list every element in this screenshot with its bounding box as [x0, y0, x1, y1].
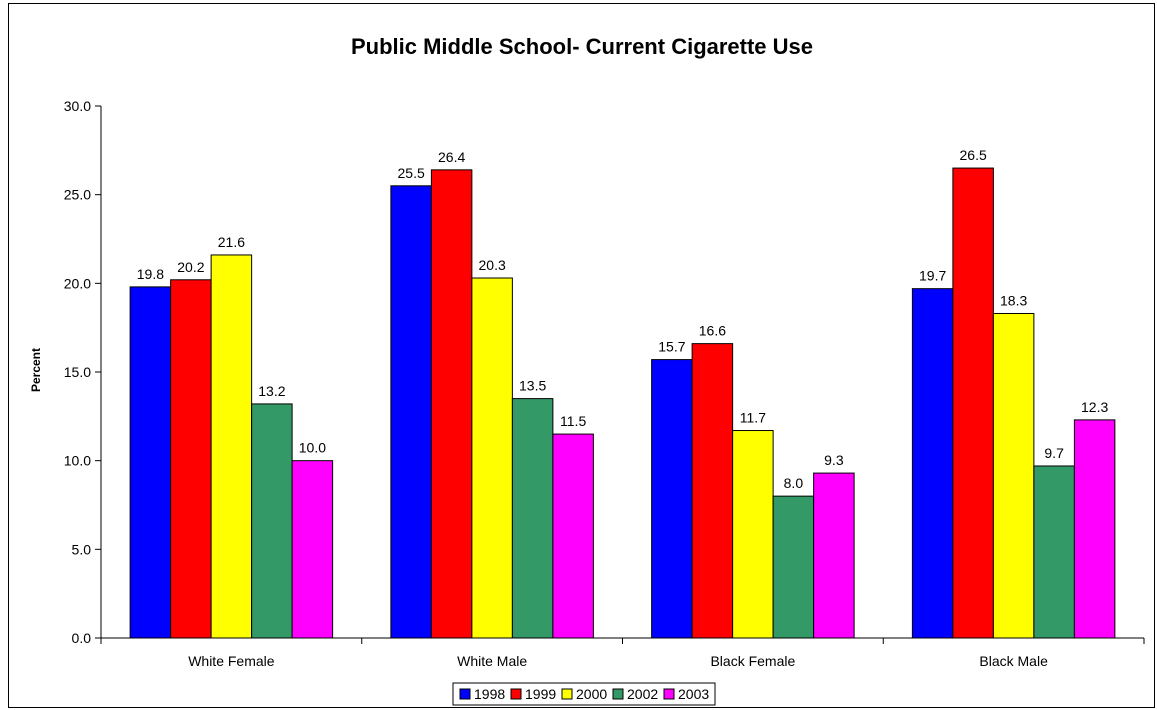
data-label: 19.7 — [919, 268, 946, 284]
data-label: 13.5 — [519, 378, 546, 394]
data-label: 11.5 — [560, 413, 586, 429]
y-tick-label: 0.0 — [72, 630, 92, 646]
data-label: 16.6 — [699, 323, 726, 339]
data-label: 8.0 — [784, 475, 804, 491]
y-tick-label: 30.0 — [64, 98, 91, 114]
bar-1998 — [651, 359, 693, 639]
data-label: 9.3 — [824, 452, 844, 468]
legend-swatch-1998 — [459, 688, 471, 700]
category-label: White Male — [457, 653, 527, 669]
data-label: 19.8 — [137, 266, 164, 282]
y-axis-label: Percent — [29, 348, 43, 392]
legend-swatch-2003 — [663, 688, 675, 700]
legend-label-2000: 2000 — [576, 686, 607, 702]
bar-2003 — [552, 433, 594, 639]
data-label: 15.7 — [658, 339, 685, 355]
data-label: 12.3 — [1081, 399, 1108, 415]
y-tick-label: 20.0 — [64, 275, 91, 291]
legend-swatch-1999 — [510, 688, 522, 700]
data-label: 25.5 — [398, 165, 425, 181]
legend-swatch-2002 — [612, 688, 624, 700]
data-label: 13.2 — [258, 383, 285, 399]
legend-label-1998: 1998 — [474, 686, 505, 702]
bar-2002 — [772, 495, 815, 639]
data-label: 26.4 — [438, 149, 465, 165]
legend-swatch-2000 — [561, 688, 573, 700]
legend-label-1999: 1999 — [525, 686, 556, 702]
bar-1999 — [952, 167, 994, 639]
category-label: Black Male — [979, 653, 1048, 669]
bar-1999 — [170, 279, 212, 639]
category-label: Black Female — [710, 653, 795, 669]
data-label: 9.7 — [1044, 445, 1064, 461]
bar-2003 — [291, 460, 334, 639]
y-tick-label: 25.0 — [64, 187, 91, 203]
category-label: White Female — [188, 653, 275, 669]
plot-area: 0.0 5.0 10.0 15.0 20.0 25.0 30.0 19.8 20.2 21.6 13… — [64, 98, 1145, 669]
data-label: 11.7 — [740, 410, 766, 426]
bar-1998 — [129, 286, 172, 639]
data-label: 18.3 — [1000, 292, 1027, 308]
data-label: 10.0 — [299, 440, 326, 456]
legend: 1998 1999 2000 2002 2003 — [452, 682, 716, 706]
bar-2002 — [511, 398, 554, 639]
bar-2002 — [1033, 465, 1075, 639]
bar-2002 — [251, 403, 293, 639]
y-tick-label: 5.0 — [72, 541, 92, 557]
bar-2000 — [992, 312, 1035, 639]
data-label: 20.3 — [479, 257, 506, 273]
bar-2000 — [210, 254, 253, 639]
bar-1998 — [911, 288, 954, 639]
data-label: 20.2 — [177, 259, 204, 275]
bar-1999 — [691, 343, 734, 639]
bar-2000 — [732, 430, 774, 639]
bar-1998 — [390, 185, 432, 639]
data-label: 26.5 — [960, 147, 987, 163]
y-tick-label: 10.0 — [64, 453, 91, 469]
bar-2003 — [813, 472, 855, 639]
legend-label-2003: 2003 — [678, 686, 709, 702]
bar-1999 — [430, 169, 473, 639]
bar-2003 — [1073, 419, 1116, 639]
data-label: 21.6 — [218, 234, 245, 250]
bar-2000 — [471, 277, 513, 639]
legend-label-2002: 2002 — [627, 686, 658, 702]
chart-title: Public Middle School- Current Cigarette … — [351, 34, 813, 59]
y-tick-label: 15.0 — [64, 364, 91, 380]
